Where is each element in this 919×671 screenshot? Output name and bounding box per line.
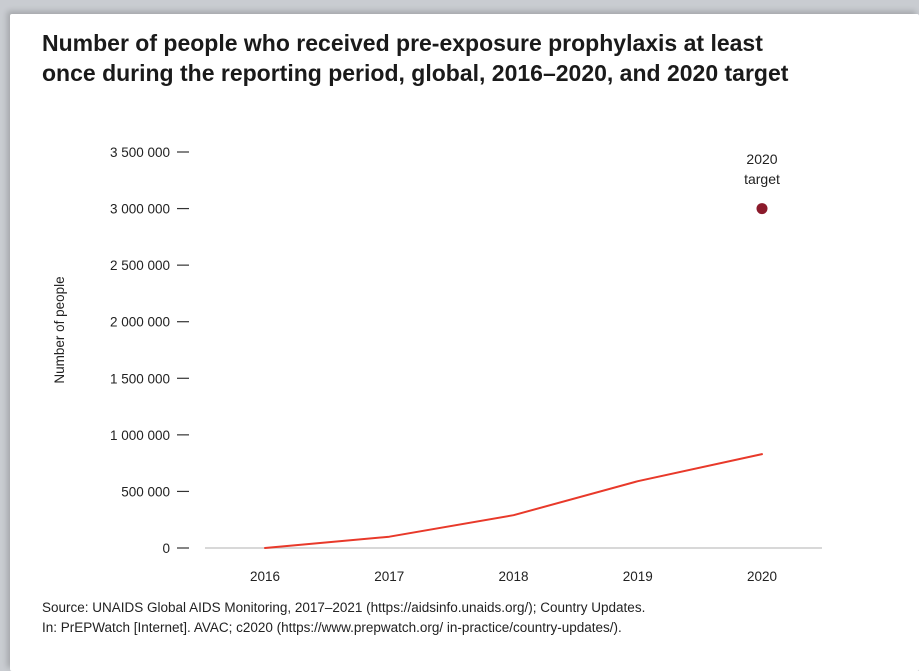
x-tick-label: 2016 <box>250 569 280 584</box>
chart-title: Number of people who received pre-exposu… <box>42 28 902 88</box>
series-group <box>264 453 763 549</box>
y-tick-label: 3 500 000 <box>110 145 170 160</box>
target-point <box>756 203 768 215</box>
y-tick-label: 500 000 <box>121 484 170 499</box>
target-group: 2020 target <box>744 151 780 215</box>
x-tick-label: 2019 <box>623 569 653 584</box>
x-tick-label: 2017 <box>374 569 404 584</box>
source-line-1: Source: UNAIDS Global AIDS Monitoring, 2… <box>42 600 646 615</box>
x-axis: 2016 2017 2018 2019 2020 <box>250 569 777 584</box>
source-line-2: In: PrEPWatch [Internet]. AVAC; c2020 (h… <box>42 620 622 635</box>
y-tick-label: 3 000 000 <box>110 202 170 217</box>
chart-card <box>10 14 919 671</box>
y-tick-label: 0 <box>162 541 170 556</box>
y-tick-label: 1 500 000 <box>110 371 170 386</box>
chart-title-line-2: once during the reporting period, global… <box>42 60 789 86</box>
y-tick-label: 2 000 000 <box>110 315 170 330</box>
y-axis: 0 500 000 1 000 000 1 500 000 2 000 000 2 500… <box>110 145 189 556</box>
target-label: target <box>744 171 780 187</box>
series-line <box>264 453 763 549</box>
y-axis-title: Number of people <box>52 276 67 383</box>
x-tick-label: 2020 <box>747 569 777 584</box>
target-label: 2020 <box>746 151 777 167</box>
y-tick-label: 1 000 000 <box>110 428 170 443</box>
source-note: Source: UNAIDS Global AIDS Monitoring, 2… <box>42 598 902 638</box>
chart-title-line-1: Number of people who received pre-exposu… <box>42 30 763 56</box>
line-chart: 0 500 000 1 000 000 1 500 000 2 000 000 2 500… <box>52 145 822 584</box>
y-tick-label: 2 500 000 <box>110 258 170 273</box>
x-tick-label: 2018 <box>498 569 528 584</box>
